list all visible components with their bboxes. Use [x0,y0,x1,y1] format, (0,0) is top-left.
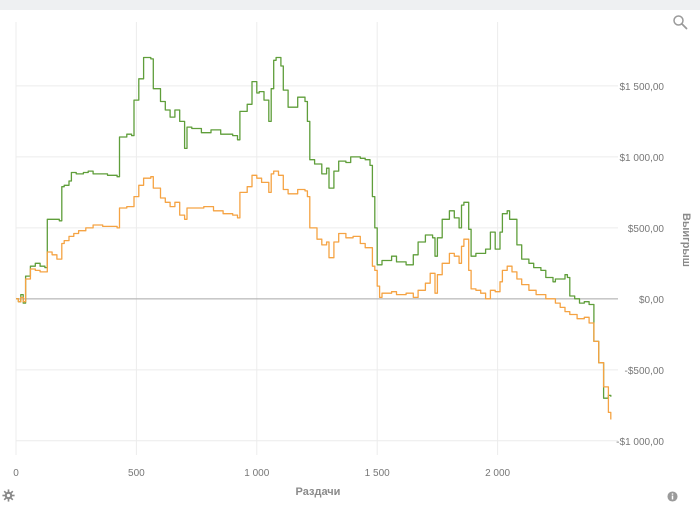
series-line-green [16,56,612,399]
y-tick-label: -$1 000,00 [616,437,664,448]
x-tick-label: 1 000 [244,468,269,479]
y-tick-label: $1 500,00 [620,82,665,93]
x-axis-title: Раздачи [296,486,341,498]
x-tick-label: 500 [128,468,145,479]
x-tick-label: 2 000 [485,468,510,479]
x-tick-label: 0 [13,468,19,479]
x-tick-label: 1 500 [365,468,390,479]
x-axis-ticks: 0 500 1 000 1 500 2 000 [13,468,510,479]
y-tick-label: $500,00 [628,224,665,235]
series-line-orange [16,170,612,420]
y-tick-label: -$500,00 [625,366,665,377]
y-tick-label: $1 000,00 [620,153,665,164]
magnifier-icon[interactable] [672,14,688,30]
info-icon[interactable] [667,491,678,502]
gear-icon[interactable] [2,489,15,502]
y-axis-title: Выигрыш [680,213,692,267]
top-toolbar-strip [0,0,700,10]
y-tick-label: $0,00 [639,295,664,306]
y-axis-ticks: $1 500,00 $1 000,00 $500,00 $0,00 -$500,00 -$… [616,82,664,448]
series-lines [16,56,612,420]
